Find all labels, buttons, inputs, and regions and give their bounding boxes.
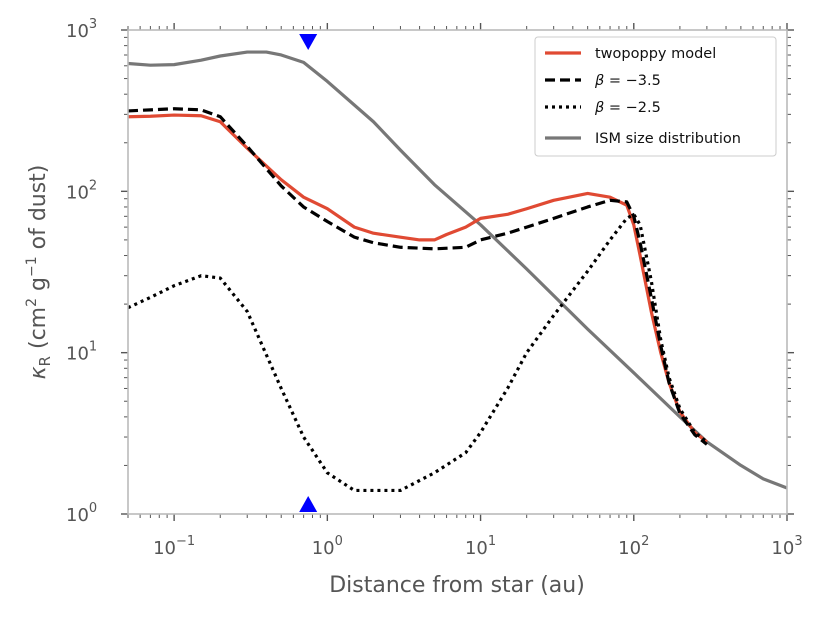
y-tick-exponent: 3 — [89, 17, 97, 32]
x-tick-base: 10 — [618, 538, 641, 559]
x-tick-exponent: 2 — [641, 534, 649, 549]
x-tick-label: 10−1 — [153, 534, 195, 559]
legend-entry-ism: ISM size distribution — [545, 131, 741, 147]
legend-label-ism: ISM size distribution — [595, 131, 741, 147]
y-tick-base: 10 — [66, 182, 89, 203]
legend-beta-value: = −3.5 — [604, 73, 661, 89]
marker-layer — [299, 34, 318, 512]
x-tick-base: 10 — [153, 538, 176, 559]
y-label-open: (cm — [26, 307, 51, 356]
y-label-symbol: κ — [26, 366, 51, 379]
legend-label-twopoppy: twopoppy model — [595, 46, 716, 62]
marker-bottom — [299, 496, 318, 512]
marker-top — [299, 34, 318, 50]
series-layer — [127, 50, 788, 493]
legend-label-beta-2-5: β = −2.5 — [594, 100, 661, 116]
x-tick-base: 10 — [771, 538, 794, 559]
x-tick-exponent: 1 — [488, 534, 496, 549]
legend-entry-beta-2-5: β = −2.5 — [545, 100, 661, 116]
y-tick-label: 103 — [66, 17, 97, 42]
x-tick-exponent: 0 — [335, 534, 343, 549]
legend: twopoppy model β = −3.5 β = −2.5 ISM siz… — [534, 36, 777, 157]
x-tick-label: 102 — [618, 534, 649, 559]
y-tick-exponent: 0 — [89, 501, 97, 516]
y-label-sup2: −1 — [24, 256, 40, 277]
y-tick-label: 102 — [66, 178, 97, 203]
x-tick-base: 10 — [312, 538, 335, 559]
legend-beta-symbol: β — [594, 73, 604, 89]
y-tick-label: 101 — [66, 340, 97, 365]
legend-entry-beta-3-5: β = −3.5 — [545, 73, 661, 89]
series-line-beta-minus-2.5 — [127, 212, 708, 493]
x-axis-label: Distance from star (au) — [329, 573, 585, 598]
x-tick-label: 103 — [771, 534, 802, 559]
y-tick-exponent: 1 — [89, 340, 97, 355]
legend-label-beta-3-5: β = −3.5 — [594, 73, 661, 89]
legend-beta-value: = −2.5 — [604, 100, 661, 116]
y-tick-base: 10 — [66, 344, 89, 365]
y-label-mid: g — [26, 277, 51, 298]
legend-box — [534, 36, 777, 157]
y-tick-base: 10 — [66, 21, 89, 42]
y-tick-exponent: 2 — [89, 178, 97, 193]
legend-beta-symbol: β — [594, 100, 604, 116]
legend-entry-twopoppy: twopoppy model — [545, 46, 716, 62]
y-label-sub: R — [36, 356, 54, 366]
x-tick-label: 100 — [312, 534, 343, 559]
x-tick-exponent: −1 — [176, 534, 195, 549]
y-tick-label: 100 — [66, 501, 97, 526]
x-tick-label: 101 — [465, 534, 496, 559]
x-tick-base: 10 — [465, 538, 488, 559]
y-axis-label: κR (cm2 g−1 of dust) — [24, 165, 54, 380]
series-line-beta-minus-3.5 — [127, 107, 708, 446]
x-tick-exponent: 3 — [794, 534, 802, 549]
y-label-close: of dust) — [26, 165, 51, 257]
y-label-sup1: 2 — [24, 298, 40, 307]
y-tick-base: 10 — [66, 505, 89, 526]
plot-frame — [127, 29, 788, 515]
major-ticks — [121, 23, 794, 521]
